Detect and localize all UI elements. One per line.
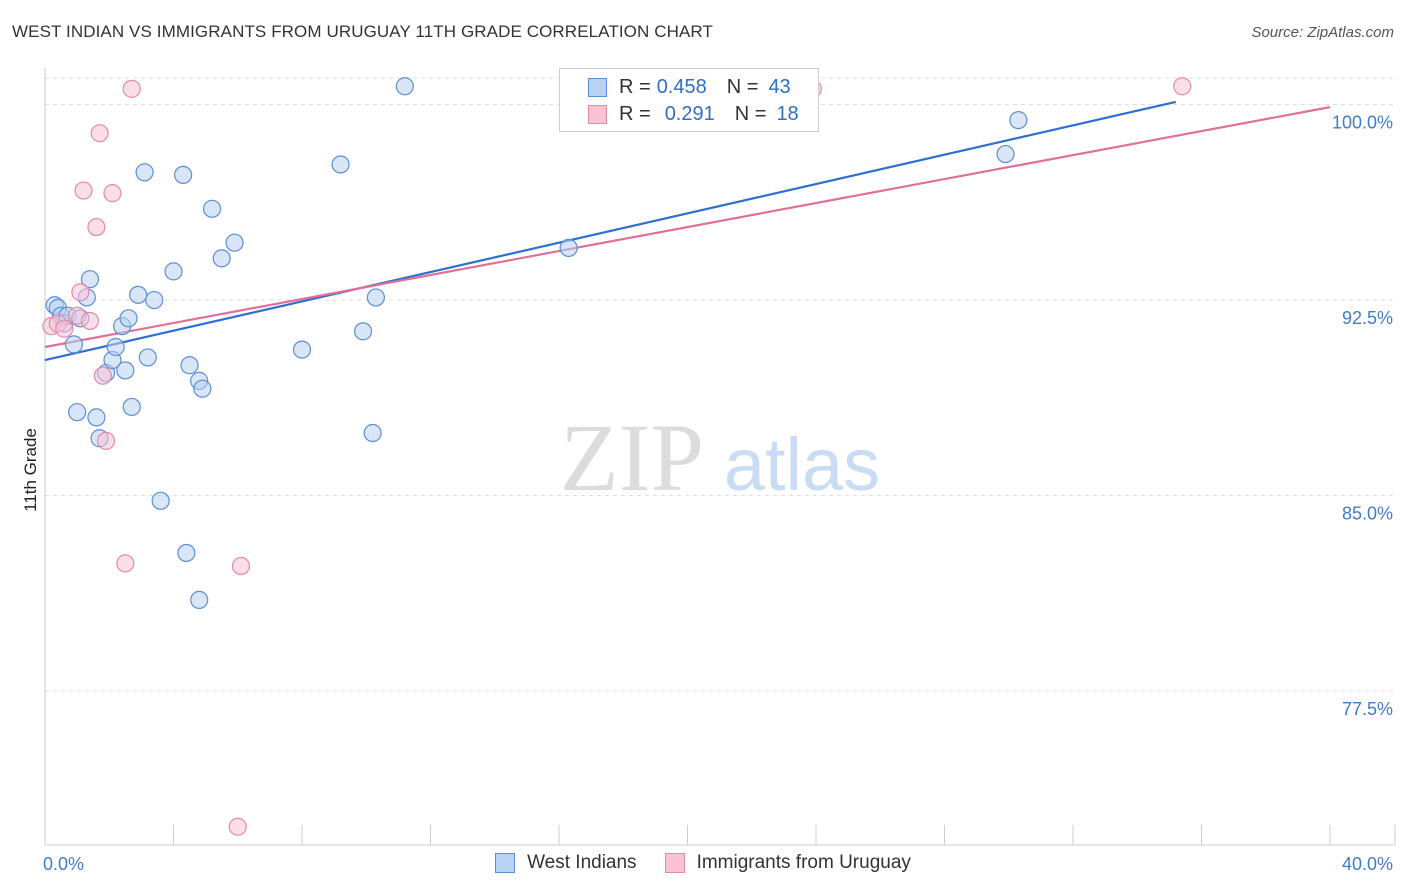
stats-legend: R = 0.458 N = 43 R = 0.291 N = 18: [559, 68, 819, 132]
west-indians-point: [180, 356, 199, 375]
uruguay-point: [71, 283, 90, 302]
axes: [44, 68, 1396, 846]
west-indians-point: [190, 590, 209, 610]
west-indians-point: [996, 144, 1015, 164]
legend-r-label: R =: [619, 102, 651, 125]
west-indians-point: [129, 285, 148, 304]
legend-row-west-indians: R = 0.458 N = 43: [560, 74, 791, 100]
y-tick-label: 92.5%: [1342, 308, 1393, 328]
west-indians-point: [1009, 111, 1028, 130]
legend-label-uruguay: Immigrants from Uruguay: [696, 852, 911, 873]
west-indians-point: [64, 335, 84, 354]
west-indians-point: [174, 165, 193, 185]
data-points: [42, 77, 1192, 836]
legend-item-west-indians[interactable]: West Indians: [495, 852, 637, 874]
west-indians-point: [106, 337, 125, 357]
x-tick-label: 40.0%: [1342, 854, 1393, 874]
legend-n-value: 18: [776, 102, 799, 125]
west-indians-point: [135, 163, 154, 182]
west-indians-point: [331, 155, 350, 174]
tick-labels: 77.5% 85.0% 92.5% 100.0% 0.0% 40.0%: [43, 113, 1393, 874]
x-tick-label: 0.0%: [43, 854, 84, 874]
uruguay-point: [228, 817, 247, 836]
legend-swatch-pink: [664, 853, 685, 873]
uruguay-point: [74, 181, 93, 200]
west-indians-point: [353, 322, 373, 341]
west-indians-point: [68, 403, 87, 422]
watermark-atlas: atlas: [724, 423, 880, 506]
grid-lines: [45, 77, 1395, 692]
series-legend: West Indians Immigrants from Uruguay: [0, 852, 1406, 874]
legend-n-label: N =: [734, 102, 767, 125]
legend-n-value: 43: [768, 75, 791, 98]
watermark-zip: ZIP: [560, 404, 704, 511]
legend-label-west-indians: West Indians: [527, 852, 637, 873]
uruguay-point: [93, 366, 112, 385]
legend-r-value: 0.458: [656, 75, 707, 98]
y-tick-label: 100.0%: [1332, 113, 1393, 133]
uruguay-point: [103, 184, 122, 203]
legend-swatch-blue: [588, 77, 607, 97]
y-tick-label: 77.5%: [1342, 699, 1393, 719]
west-indians-point: [193, 379, 212, 398]
west-indians-point: [225, 233, 244, 252]
uruguay-point: [87, 217, 106, 237]
uruguay-point: [80, 311, 100, 331]
legend-item-uruguay[interactable]: Immigrants from Uruguay: [664, 852, 911, 874]
legend-r-label: R =: [619, 75, 651, 98]
west-indians-point: [395, 77, 414, 96]
watermark: ZIP atlas: [560, 404, 880, 511]
west-indians-point: [87, 408, 106, 427]
legend-row-uruguay: R = 0.291 N = 18: [560, 101, 799, 127]
trend-lines: [44, 100, 1331, 362]
west-indians-point: [122, 397, 141, 417]
west-indians-point: [145, 290, 164, 310]
y-axis-label: 11th Grade: [21, 428, 40, 512]
west-indians-point: [559, 238, 578, 258]
source-label: Source: ZipAtlas.com: [1251, 24, 1394, 41]
west-indians-point: [202, 199, 222, 218]
west-indians-point: [212, 249, 231, 268]
west-indians-point: [164, 262, 183, 281]
legend-swatch-blue: [495, 853, 516, 873]
chart-title: WEST INDIAN VS IMMIGRANTS FROM URUGUAY 1…: [12, 22, 713, 41]
uruguay-point: [116, 554, 135, 573]
west-indians-trend-line: [44, 100, 1177, 362]
legend-n-label: N =: [726, 75, 759, 98]
uruguay-point: [96, 431, 116, 450]
uruguay-point: [231, 556, 251, 576]
uruguay-point: [1173, 77, 1192, 96]
uruguay-point: [90, 124, 109, 143]
west-indians-point: [138, 348, 157, 367]
legend-r-value: 0.291: [664, 102, 715, 125]
legend-swatch-pink: [588, 104, 607, 124]
west-indians-point: [177, 543, 196, 563]
y-tick-label: 85.0%: [1342, 504, 1393, 524]
west-indians-point: [366, 288, 385, 307]
uruguay-point: [55, 319, 74, 338]
west-indians-point: [116, 361, 135, 380]
west-indians-point: [119, 309, 138, 328]
west-indians-point: [151, 491, 170, 510]
west-indians-point: [363, 423, 382, 443]
uruguay-trend-line: [44, 106, 1331, 349]
west-indians-point: [80, 270, 100, 289]
uruguay-point: [122, 79, 141, 98]
west-indians-point: [292, 340, 312, 359]
